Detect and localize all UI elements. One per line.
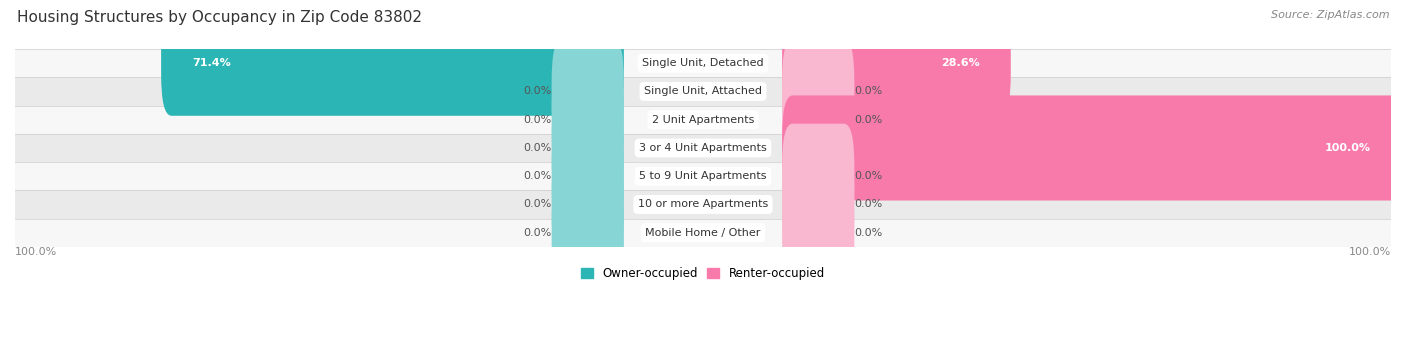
FancyBboxPatch shape xyxy=(782,39,855,144)
Text: Single Unit, Detached: Single Unit, Detached xyxy=(643,58,763,68)
Text: 0.0%: 0.0% xyxy=(523,143,551,153)
Bar xyxy=(15,106,1391,134)
Bar xyxy=(15,162,1391,190)
Bar xyxy=(15,134,1391,162)
FancyBboxPatch shape xyxy=(551,152,624,257)
Bar xyxy=(15,190,1391,219)
Text: 0.0%: 0.0% xyxy=(855,115,883,125)
FancyBboxPatch shape xyxy=(782,180,855,285)
FancyBboxPatch shape xyxy=(162,11,624,116)
Bar xyxy=(15,77,1391,106)
Text: 0.0%: 0.0% xyxy=(855,228,883,238)
Text: 0.0%: 0.0% xyxy=(855,87,883,97)
Text: 0.0%: 0.0% xyxy=(523,199,551,209)
FancyBboxPatch shape xyxy=(551,124,624,229)
FancyBboxPatch shape xyxy=(782,124,855,229)
Bar xyxy=(15,219,1391,247)
Text: Source: ZipAtlas.com: Source: ZipAtlas.com xyxy=(1271,10,1389,20)
Text: Housing Structures by Occupancy in Zip Code 83802: Housing Structures by Occupancy in Zip C… xyxy=(17,10,422,25)
Text: 0.0%: 0.0% xyxy=(523,228,551,238)
Text: 2 Unit Apartments: 2 Unit Apartments xyxy=(652,115,754,125)
Text: 0.0%: 0.0% xyxy=(523,115,551,125)
FancyBboxPatch shape xyxy=(551,95,624,201)
FancyBboxPatch shape xyxy=(782,95,1402,201)
Text: 0.0%: 0.0% xyxy=(855,171,883,181)
Text: 5 to 9 Unit Apartments: 5 to 9 Unit Apartments xyxy=(640,171,766,181)
Text: 0.0%: 0.0% xyxy=(523,87,551,97)
Text: 100.0%: 100.0% xyxy=(1324,143,1371,153)
Text: Mobile Home / Other: Mobile Home / Other xyxy=(645,228,761,238)
Text: 10 or more Apartments: 10 or more Apartments xyxy=(638,199,768,209)
FancyBboxPatch shape xyxy=(551,39,624,144)
Text: 28.6%: 28.6% xyxy=(941,58,980,68)
Text: 71.4%: 71.4% xyxy=(193,58,231,68)
Text: 3 or 4 Unit Apartments: 3 or 4 Unit Apartments xyxy=(640,143,766,153)
Text: Single Unit, Attached: Single Unit, Attached xyxy=(644,87,762,97)
FancyBboxPatch shape xyxy=(782,67,855,172)
FancyBboxPatch shape xyxy=(551,67,624,172)
Legend: Owner-occupied, Renter-occupied: Owner-occupied, Renter-occupied xyxy=(576,262,830,284)
Text: 0.0%: 0.0% xyxy=(523,171,551,181)
Bar xyxy=(15,49,1391,77)
Text: 0.0%: 0.0% xyxy=(855,199,883,209)
FancyBboxPatch shape xyxy=(551,180,624,285)
FancyBboxPatch shape xyxy=(782,11,1011,116)
Text: 100.0%: 100.0% xyxy=(1348,248,1391,257)
Text: 100.0%: 100.0% xyxy=(15,248,58,257)
FancyBboxPatch shape xyxy=(782,152,855,257)
